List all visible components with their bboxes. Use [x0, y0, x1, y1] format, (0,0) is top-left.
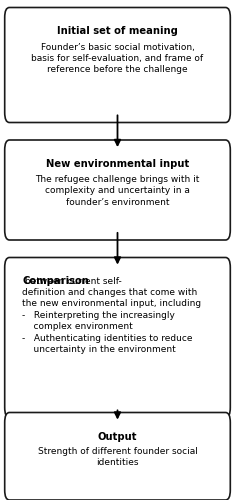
FancyBboxPatch shape [5, 412, 230, 500]
Text: The refugee challenge brings with it
complexity and uncertainty in a
founder’s e: The refugee challenge brings with it com… [35, 175, 200, 207]
FancyBboxPatch shape [5, 8, 230, 122]
Text: Initial set of meaning: Initial set of meaning [57, 26, 178, 36]
Text: Output: Output [98, 432, 137, 442]
Text: Strength of different founder social
identities: Strength of different founder social ide… [38, 446, 197, 467]
FancyBboxPatch shape [5, 140, 230, 240]
Text: between current self-
definition and changes that come with
the new environmenta: between current self- definition and cha… [22, 276, 201, 354]
Text: Founder’s basic social motivation,
basis for self-evaluation, and frame of
refer: Founder’s basic social motivation, basis… [31, 42, 204, 74]
Text: New environmental input: New environmental input [46, 159, 189, 169]
FancyBboxPatch shape [5, 258, 230, 418]
Text: Comparison: Comparison [22, 276, 89, 286]
